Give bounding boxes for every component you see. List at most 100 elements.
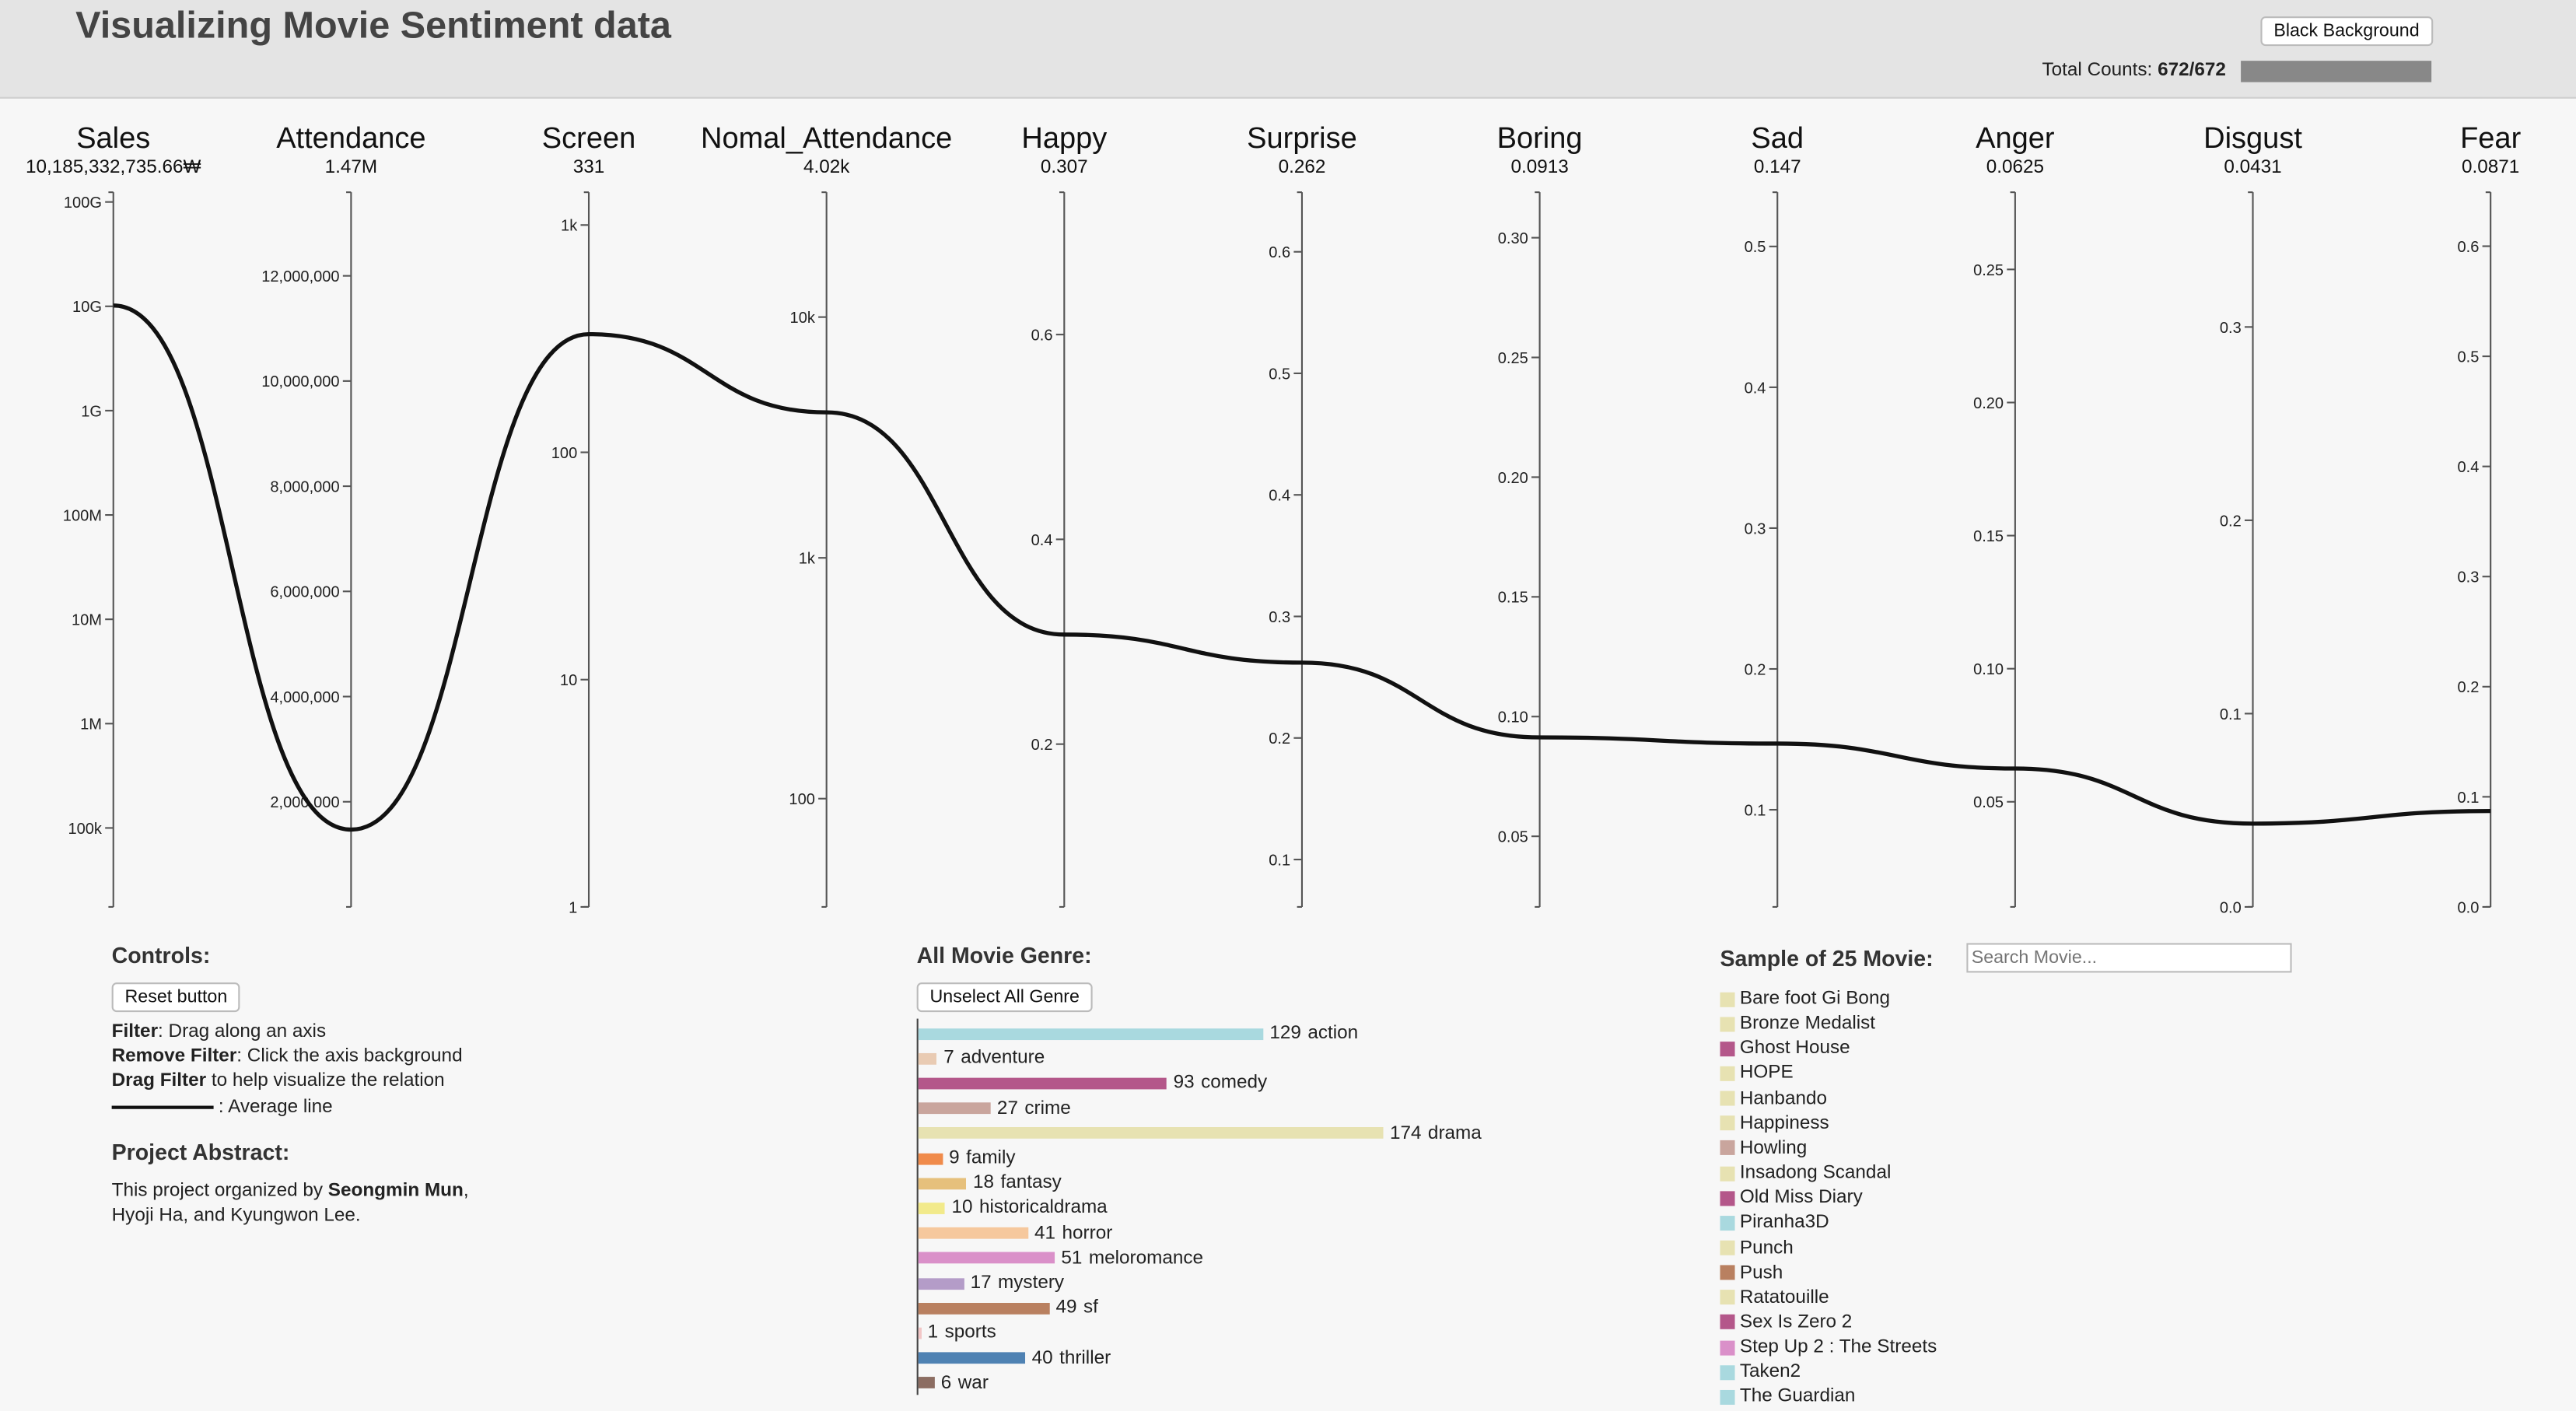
tick-label: 0.6	[1031, 327, 1053, 345]
tick-label: 0.10	[1498, 709, 1528, 727]
tick-label: 0.20	[1973, 395, 2004, 412]
movie-row[interactable]: Ghost House	[1720, 1037, 1850, 1060]
genre-name: meloromance	[1088, 1248, 1204, 1269]
genre-count: 93	[1173, 1073, 1195, 1094]
genre-count: 18	[973, 1173, 995, 1193]
genre-row[interactable]: 10 historicaldrama	[918, 1197, 1108, 1220]
controls-title: Controls:	[111, 943, 211, 968]
tick-label: 0.1	[2458, 790, 2480, 807]
tick-label: 100	[551, 445, 577, 462]
movie-row[interactable]: Step Up 2 : The Streets	[1720, 1336, 1937, 1359]
movie-name: Happiness	[1739, 1113, 1829, 1133]
page-title: Visualizing Movie Sentiment data	[75, 3, 671, 47]
tick-label: 100k	[68, 821, 102, 838]
genre-name: crime	[1024, 1098, 1071, 1119]
counts-value: 672/672	[2158, 61, 2226, 81]
movie-row[interactable]: Howling	[1720, 1136, 1807, 1160]
genre-row[interactable]: 40 thriller	[918, 1346, 1111, 1370]
tick-label: 0.4	[1745, 380, 1766, 397]
movie-row[interactable]: Ratatouille	[1720, 1286, 1829, 1309]
genre-row[interactable]: 174 drama	[918, 1122, 1482, 1145]
genre-bar	[918, 1077, 1167, 1090]
genre-row[interactable]: 49 sf	[918, 1297, 1098, 1320]
genre-name: drama	[1427, 1123, 1482, 1143]
tick-label: 0.2	[2220, 513, 2242, 530]
genre-row[interactable]: 41 horror	[918, 1222, 1112, 1245]
genre-row[interactable]: 51 meloromance	[918, 1247, 1204, 1270]
unselect-genre-button[interactable]: Unselect All Genre	[916, 982, 1093, 1013]
movie-row[interactable]: Push	[1720, 1261, 1783, 1284]
tick-label: 12,000,000	[261, 268, 339, 285]
movie-row[interactable]: Old Miss Diary	[1720, 1186, 1863, 1210]
movie-row[interactable]: Piranha3D	[1720, 1211, 1829, 1234]
genre-bar	[918, 1177, 967, 1189]
movie-name: Hanbando	[1739, 1088, 1827, 1108]
tick-label: 0.1	[1269, 852, 1290, 869]
movie-row[interactable]: Happiness	[1720, 1112, 1829, 1135]
reset-button[interactable]: Reset button	[111, 982, 241, 1013]
genre-row[interactable]: 7 adventure	[918, 1047, 1045, 1070]
genre-bar	[918, 1102, 991, 1115]
axis-title: Happy	[1021, 122, 1107, 155]
genre-count: 49	[1055, 1298, 1077, 1318]
tick-label: 0.4	[2458, 459, 2480, 476]
tick-label: 0.2	[2458, 679, 2480, 696]
movie-row[interactable]: Punch	[1720, 1236, 1794, 1259]
tick-label: 0.25	[1498, 350, 1528, 367]
genre-bar	[918, 1327, 922, 1339]
control-term: Filter	[111, 1021, 159, 1042]
genre-name: family	[966, 1148, 1016, 1168]
tick-label: 0.3	[1745, 520, 1766, 537]
genre-row[interactable]: 17 mystery	[918, 1272, 1065, 1295]
tick-label: 1G	[81, 403, 102, 420]
movie-row[interactable]: Sex Is Zero 2	[1720, 1311, 1853, 1334]
tick-label: 0.2	[1269, 730, 1290, 748]
genre-count: 17	[970, 1273, 992, 1294]
movie-name: Sex Is Zero 2	[1739, 1312, 1853, 1332]
counts-bar	[2241, 61, 2432, 82]
movie-name: Bronze Medalist	[1739, 1014, 1876, 1034]
search-input[interactable]	[1966, 943, 2292, 973]
movie-row[interactable]: Bronze Medalist	[1720, 1012, 1876, 1035]
tick-label: 0.05	[1498, 829, 1528, 846]
abstract-text: This project organized by Seongmin Mun, …	[112, 1180, 506, 1229]
genre-row[interactable]: 6 war	[918, 1371, 989, 1395]
axis-average-label: 4.02k	[803, 156, 850, 177]
genre-name: adventure	[961, 1049, 1045, 1069]
movie-name: Ratatouille	[1739, 1287, 1829, 1308]
genre-bar	[918, 1028, 1263, 1039]
movie-row[interactable]: The Guardian	[1720, 1385, 1856, 1409]
movie-name: The Guardian	[1739, 1387, 1856, 1407]
genre-name: historicaldrama	[978, 1198, 1108, 1218]
tick-label: 0.4	[1269, 488, 1290, 505]
background-button[interactable]: Black Background	[2260, 16, 2433, 47]
axis-title: Sales	[76, 122, 150, 155]
movie-row[interactable]: HOPE	[1720, 1062, 1794, 1085]
tick-label: 1M	[80, 716, 102, 734]
genre-name: mystery	[998, 1273, 1065, 1294]
genre-row[interactable]: 18 fantasy	[918, 1171, 1062, 1195]
axis-average-label: 0.307	[1041, 156, 1088, 177]
axis-title: Disgust	[2203, 122, 2302, 155]
movie-row[interactable]: Insadong Scandal	[1720, 1161, 1891, 1185]
tick-label: 0.6	[2458, 239, 2480, 256]
genre-row[interactable]: 27 crime	[918, 1097, 1071, 1120]
control-line: Drag Filter to help visualize the relati…	[112, 1071, 445, 1091]
abstract-rest: , Hyoji Ha, and Kyungwon Lee.	[111, 1181, 469, 1226]
genre-row[interactable]: 9 family	[918, 1147, 1016, 1170]
total-counts: Total Counts: 672/672	[2042, 61, 2226, 80]
control-line: Filter: Drag along an axis	[112, 1022, 326, 1042]
genre-row[interactable]: 1 sports	[918, 1322, 996, 1345]
genre-row[interactable]: 93 comedy	[918, 1072, 1267, 1095]
header: Visualizing Movie Sentiment data Black B…	[0, 0, 2576, 99]
genre-bar	[918, 1252, 1055, 1264]
movie-row[interactable]: Bare foot Gi Bong	[1720, 987, 1890, 1010]
genre-count: 51	[1061, 1248, 1083, 1269]
movie-swatch	[1720, 1364, 1735, 1380]
genre-row[interactable]: 129 action	[918, 1022, 1358, 1045]
movie-row[interactable]: Taken2	[1720, 1360, 1801, 1384]
movie-row[interactable]: Hanbando	[1720, 1087, 1827, 1110]
tick-label: 0.10	[1973, 661, 2004, 678]
